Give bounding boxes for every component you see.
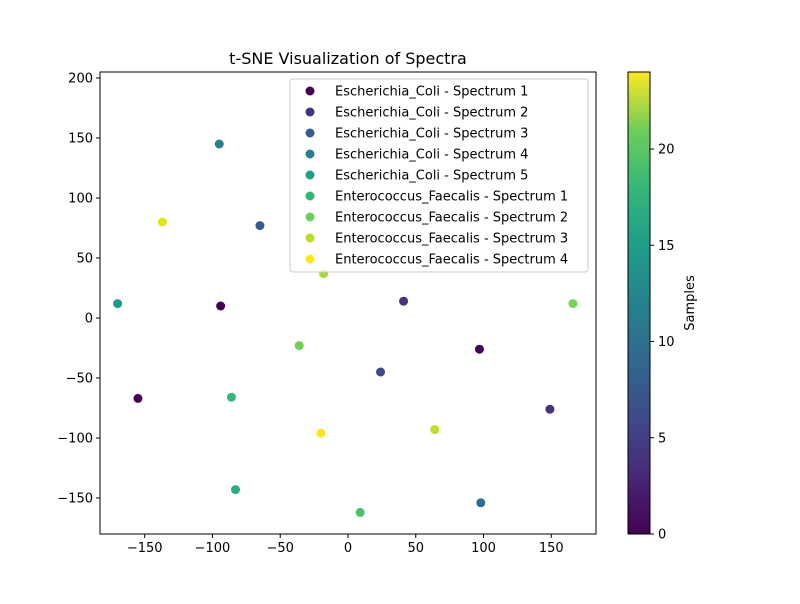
data-point <box>355 507 365 517</box>
y-tick-label: −50 <box>66 372 93 387</box>
legend-marker <box>305 191 315 201</box>
legend-marker <box>305 107 315 117</box>
legend-marker <box>305 233 315 243</box>
legend-entry: Escherichia_Coli - Spectrum 3 <box>305 127 528 142</box>
legend-entry: Escherichia_Coli - Spectrum 4 <box>305 148 528 163</box>
data-point <box>157 217 167 227</box>
y-tick-label: −150 <box>57 492 93 507</box>
colorbar-tick-label: 20 <box>658 143 675 158</box>
legend-label: Enterococcus_Faecalis - Spectrum 3 <box>335 232 568 247</box>
legend-entry: Escherichia_Coli - Spectrum 5 <box>305 169 528 184</box>
data-point <box>474 344 484 354</box>
x-axis: −150 −100 −50 0 50 100 150 <box>127 534 564 556</box>
y-tick-label: 150 <box>68 132 93 147</box>
colorbar-tick-label: 5 <box>658 431 666 446</box>
data-point <box>214 139 224 149</box>
y-tick-label: 100 <box>68 192 93 207</box>
colorbar-tick-label: 15 <box>658 239 675 254</box>
data-point <box>399 296 409 306</box>
legend-marker <box>305 128 315 138</box>
colorbar-tick-label: 10 <box>658 335 675 350</box>
data-point <box>226 392 236 402</box>
data-point <box>476 498 486 508</box>
data-point <box>376 367 386 377</box>
data-point <box>294 341 304 351</box>
x-tick-label: −150 <box>127 541 163 556</box>
legend-label: Escherichia_Coli - Spectrum 2 <box>335 106 528 121</box>
legend-marker <box>305 254 315 264</box>
legend-label: Enterococcus_Faecalis - Spectrum 4 <box>335 253 568 268</box>
legend-entry: Enterococcus_Faecalis - Spectrum 1 <box>305 190 568 205</box>
data-point <box>216 301 226 311</box>
x-tick-label: 150 <box>539 541 564 556</box>
colorbar-tick-label: 0 <box>658 528 666 543</box>
legend-label: Escherichia_Coli - Spectrum 5 <box>335 169 528 184</box>
y-tick-label: 200 <box>68 72 93 87</box>
legend-entry: Escherichia_Coli - Spectrum 1 <box>305 85 528 100</box>
data-point <box>255 221 265 231</box>
colorbar-gradient <box>627 71 651 535</box>
chart-title: t-SNE Visualization of Spectra <box>229 49 467 68</box>
y-axis: −150 −100 −50 0 50 100 150 200 <box>57 72 100 507</box>
legend-marker <box>305 86 315 96</box>
plot-frame <box>99 71 597 535</box>
legend-entry: Enterococcus_Faecalis - Spectrum 4 <box>305 253 568 268</box>
data-point <box>113 299 123 309</box>
x-tick-label: 100 <box>471 541 496 556</box>
y-tick-label: 50 <box>76 252 93 267</box>
data-point <box>568 299 578 309</box>
data-point <box>430 425 440 435</box>
y-tick-label: −100 <box>57 432 93 447</box>
legend-label: Escherichia_Coli - Spectrum 4 <box>335 148 528 163</box>
colorbar-label: Samples <box>683 275 698 331</box>
legend-entry: Enterococcus_Faecalis - Spectrum 3 <box>305 232 568 247</box>
x-tick-label: 50 <box>407 541 424 556</box>
data-point <box>316 428 326 438</box>
legend-label: Enterococcus_Faecalis - Spectrum 1 <box>335 190 568 205</box>
x-tick-label: 0 <box>344 541 352 556</box>
legend-marker <box>305 149 315 159</box>
data-point <box>545 404 555 414</box>
legend-marker <box>305 212 315 222</box>
legend-label: Enterococcus_Faecalis - Spectrum 2 <box>335 211 568 226</box>
x-tick-label: −50 <box>267 541 294 556</box>
points-layer <box>113 139 578 517</box>
legend-entry: Escherichia_Coli - Spectrum 2 <box>305 106 528 121</box>
legend-box <box>289 78 589 273</box>
legend-label: Escherichia_Coli - Spectrum 1 <box>335 85 528 100</box>
y-tick-label: 0 <box>85 312 93 327</box>
legend-entry: Enterococcus_Faecalis - Spectrum 2 <box>305 211 568 226</box>
data-point <box>133 393 143 403</box>
colorbar: 0 5 10 15 20 Samples <box>627 71 698 543</box>
legend-marker <box>305 170 315 180</box>
legend-label: Escherichia_Coli - Spectrum 3 <box>335 127 528 142</box>
data-point <box>231 485 241 495</box>
x-tick-label: −100 <box>195 541 231 556</box>
legend: Escherichia_Coli - Spectrum 1 Escherichia… <box>289 78 589 273</box>
